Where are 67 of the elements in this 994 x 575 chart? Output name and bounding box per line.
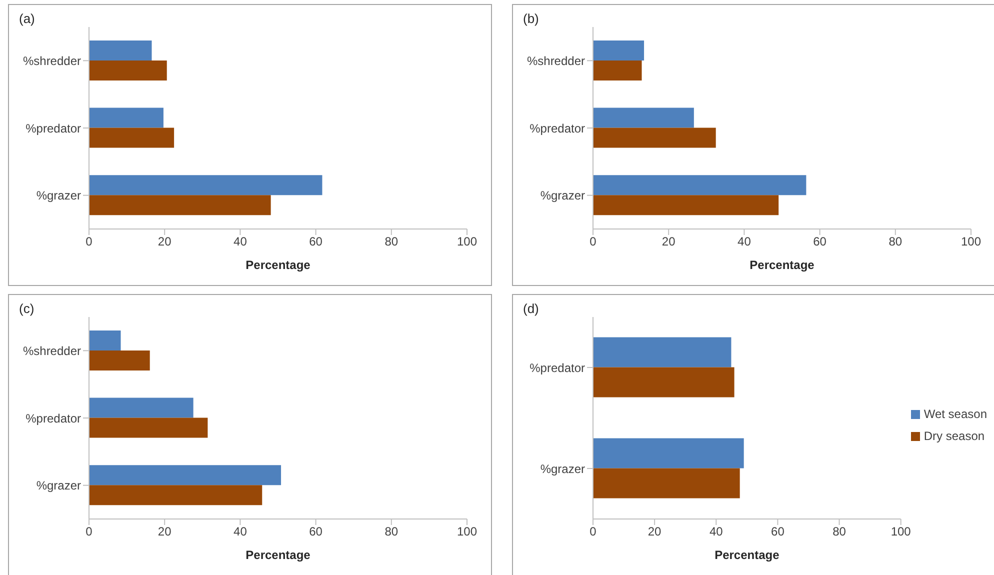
- y-tick-label: %predator: [26, 121, 81, 136]
- y-tick-label: %grazer: [36, 188, 81, 203]
- bar: [593, 175, 806, 196]
- x-axis-title: Percentage: [246, 548, 311, 562]
- x-tick-label: 40: [709, 524, 724, 539]
- x-tick-label: 60: [813, 234, 827, 249]
- x-axis-title: Percentage: [714, 548, 780, 562]
- x-tick-label: 100: [456, 234, 478, 249]
- bar: [593, 195, 779, 216]
- y-tick-label: %predator: [530, 121, 585, 136]
- x-tick-label: 40: [234, 524, 248, 539]
- x-tick-label: 80: [384, 234, 398, 249]
- chart-title: (c): [19, 301, 34, 316]
- x-tick-label: 100: [960, 234, 982, 249]
- x-tick-label: 40: [234, 234, 248, 249]
- x-tick-label: 80: [888, 234, 902, 249]
- bar: [89, 418, 208, 438]
- x-tick-label: 20: [648, 524, 662, 539]
- bar: [89, 175, 322, 196]
- bar: [89, 195, 271, 216]
- x-tick-label: 100: [456, 524, 478, 539]
- x-tick-label: 80: [832, 524, 846, 539]
- x-tick-label: 20: [158, 524, 172, 539]
- x-axis-title: Percentage: [246, 258, 311, 272]
- bar: [593, 438, 744, 468]
- bar: [89, 485, 262, 506]
- y-tick-label: %predator: [530, 360, 585, 375]
- bar: [593, 468, 740, 498]
- bar: [593, 337, 732, 368]
- chart-title: (a): [19, 11, 35, 26]
- x-tick-label: 0: [590, 524, 597, 539]
- chart-title: (b): [523, 11, 539, 26]
- x-tick-label: 20: [158, 234, 172, 249]
- bar: [89, 330, 121, 350]
- bar: [89, 350, 150, 370]
- y-tick-label: %shredder: [22, 344, 82, 358]
- x-tick-label: 60: [771, 524, 785, 539]
- chart-title: (d): [523, 301, 539, 316]
- y-tick-label: %predator: [26, 411, 81, 426]
- bar: [89, 108, 164, 128]
- bar: [593, 60, 642, 80]
- bar: [89, 398, 194, 418]
- bar: [593, 40, 644, 60]
- y-tick-label: %grazer: [540, 462, 585, 476]
- x-tick-label: 40: [738, 234, 752, 249]
- y-tick-label: %shredder: [526, 54, 586, 68]
- y-tick-label: %shredder: [22, 54, 82, 68]
- bar: [89, 465, 282, 486]
- x-tick-label: 60: [309, 234, 323, 249]
- legend-label: Dry season: [924, 429, 985, 443]
- bar: [89, 128, 174, 148]
- x-tick-label: 60: [309, 524, 323, 539]
- x-tick-label: 0: [590, 234, 597, 249]
- bar: [593, 367, 734, 398]
- y-tick-label: %grazer: [36, 478, 81, 493]
- bar: [89, 40, 152, 60]
- y-tick-label: %grazer: [540, 188, 585, 203]
- x-tick-label: 80: [384, 524, 398, 539]
- x-tick-label: 0: [86, 524, 93, 539]
- bar: [89, 60, 167, 80]
- x-tick-label: 100: [890, 524, 912, 539]
- bar: [593, 108, 694, 128]
- x-tick-label: 20: [662, 234, 676, 249]
- x-axis-title: Percentage: [750, 258, 815, 272]
- bar: [593, 128, 716, 148]
- x-tick-label: 0: [86, 234, 93, 249]
- legend-label: Wet season: [924, 407, 987, 421]
